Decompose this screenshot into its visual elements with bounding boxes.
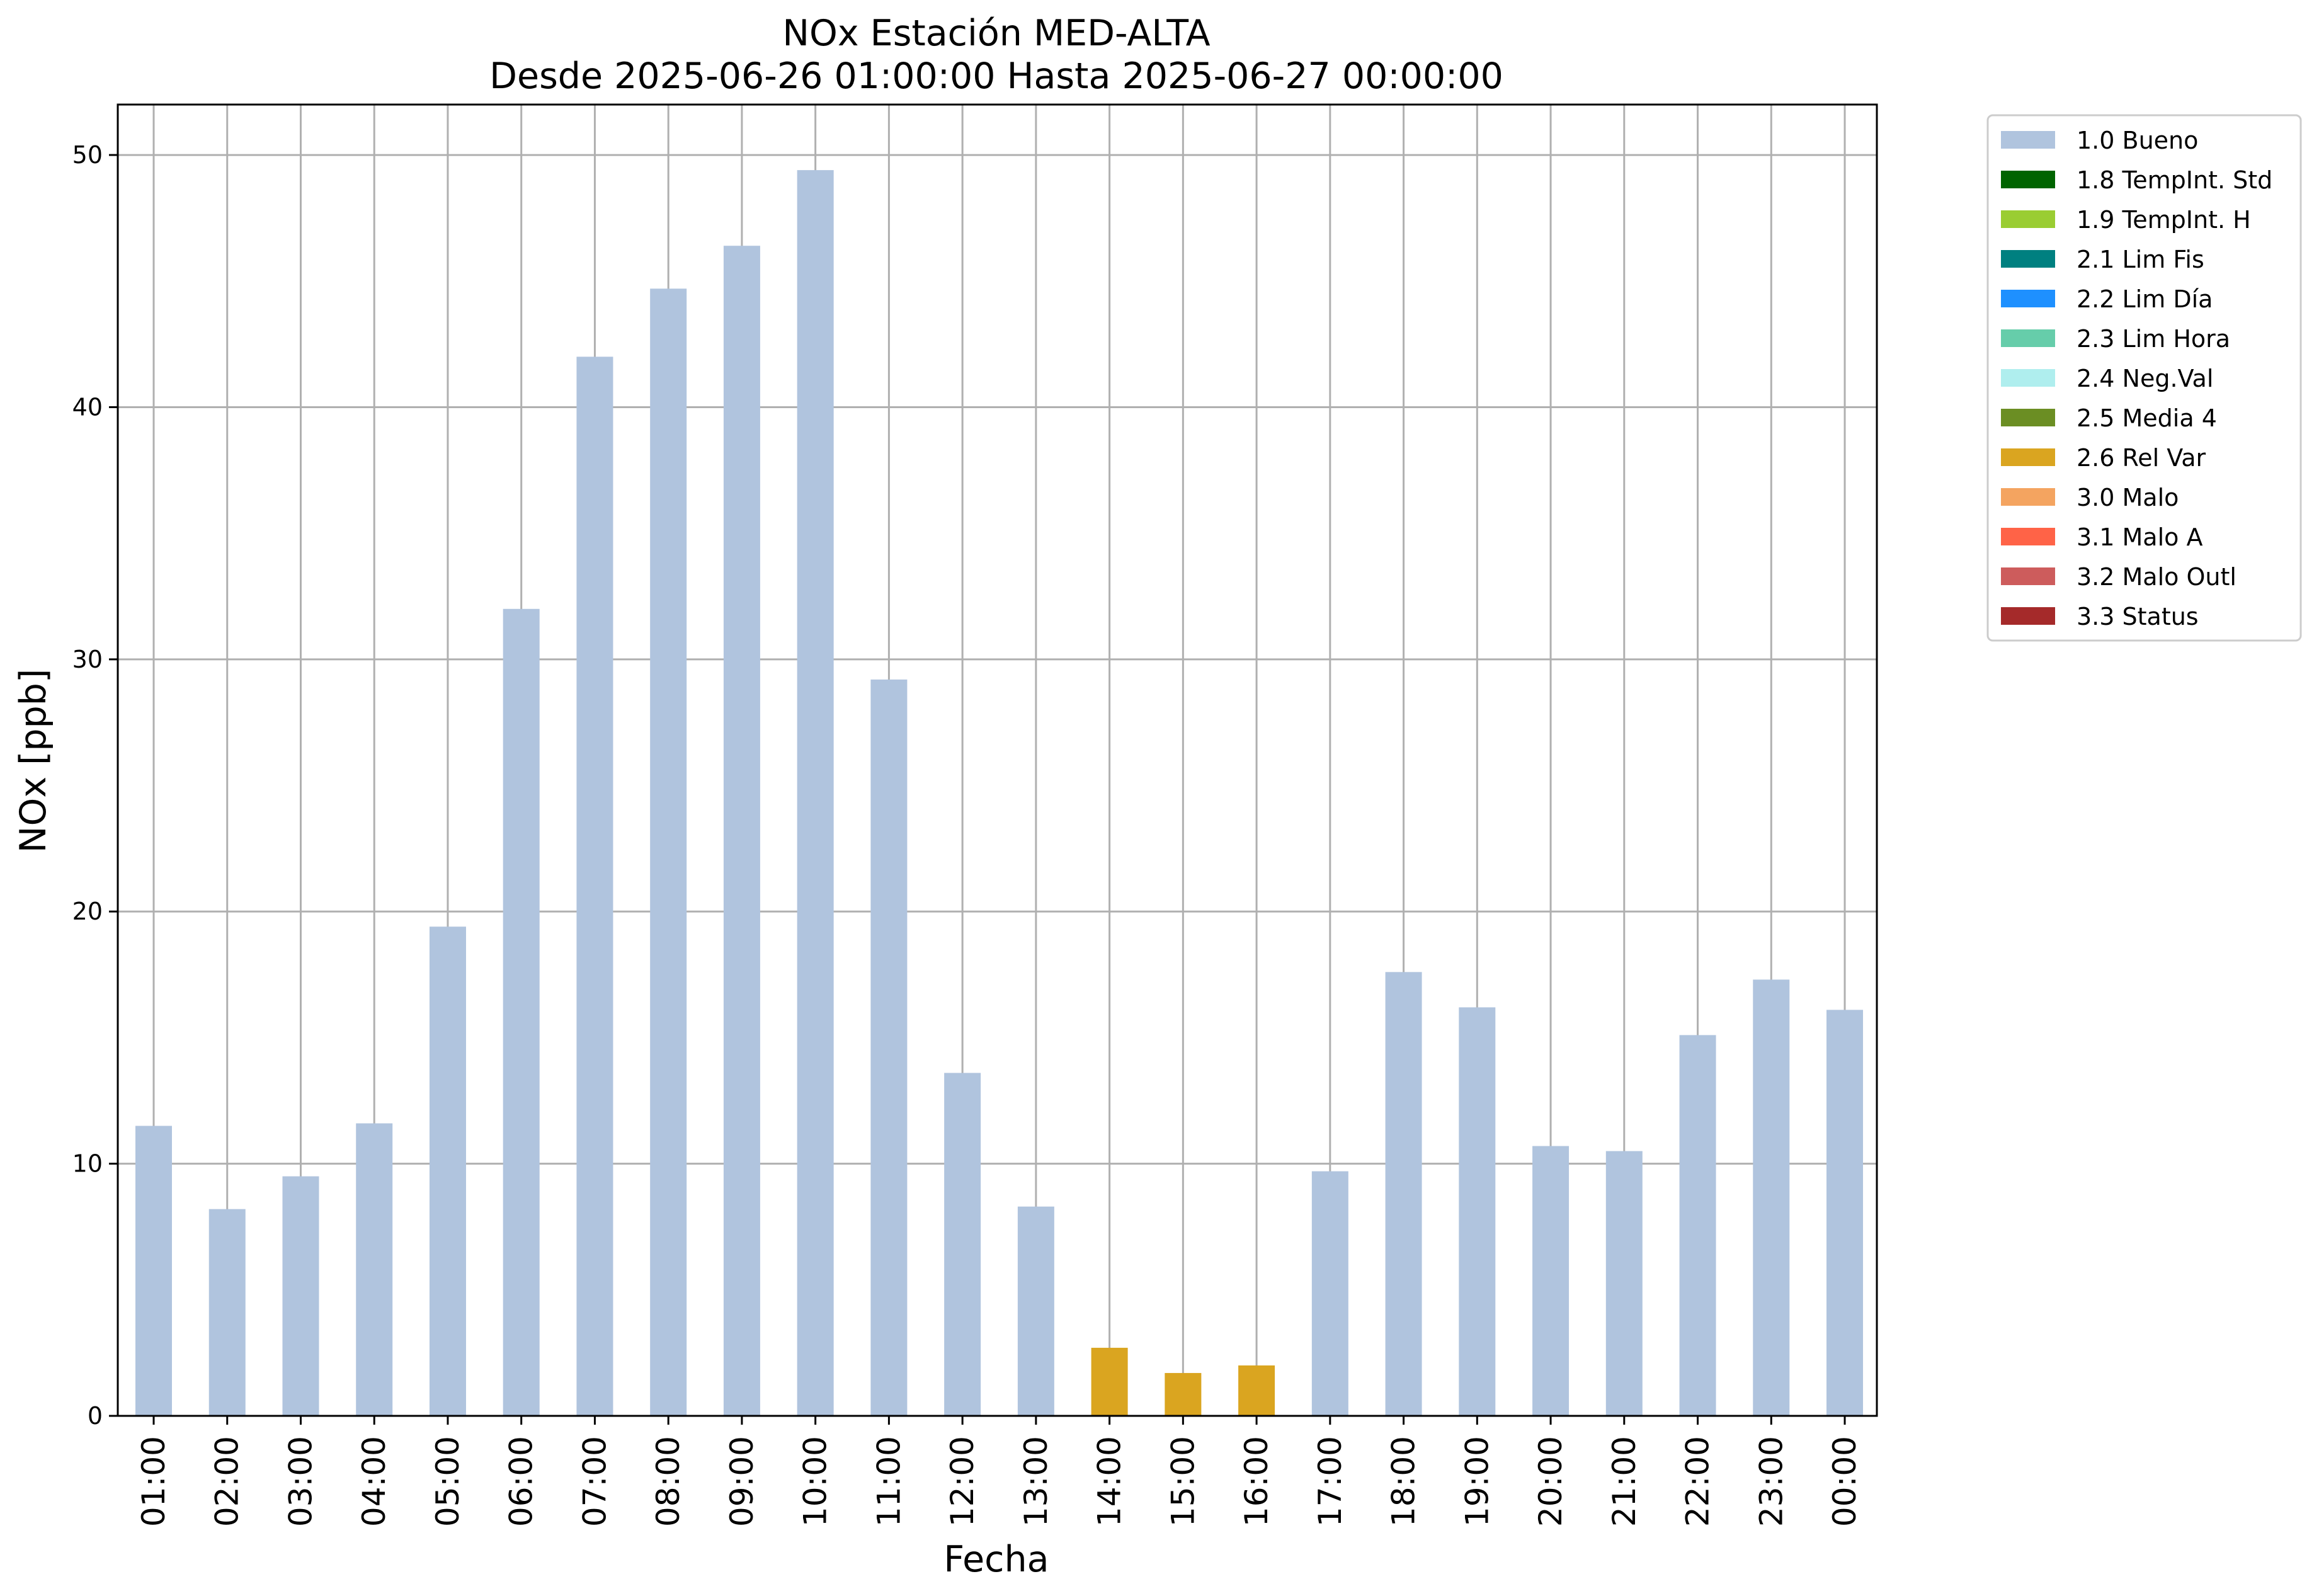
legend-label: 2.4 Neg.Val	[2077, 365, 2213, 392]
bar	[1238, 1365, 1275, 1416]
legend-label: 3.3 Status	[2077, 603, 2199, 630]
x-tick-label: 23:00	[1753, 1436, 1789, 1527]
legend-label: 3.2 Malo Outl	[2077, 563, 2236, 591]
x-tick-label: 02:00	[209, 1436, 246, 1527]
bar	[1605, 1151, 1643, 1416]
x-tick-label: 20:00	[1532, 1436, 1569, 1527]
x-tick-label: 04:00	[356, 1436, 392, 1527]
x-tick-label: 12:00	[944, 1436, 981, 1527]
legend-label: 2.1 Lim Fis	[2077, 246, 2204, 273]
y-tick-label: 30	[72, 646, 103, 673]
x-tick-label: 18:00	[1386, 1436, 1422, 1527]
bar	[870, 679, 908, 1416]
y-tick-label: 20	[72, 898, 103, 925]
legend-label: 1.0 Bueno	[2077, 127, 2198, 154]
legend-swatch	[2001, 488, 2055, 506]
legend-label: 2.3 Lim Hora	[2077, 325, 2230, 353]
bar	[723, 246, 760, 1416]
y-axis-label: NOx [ppb]	[13, 669, 54, 853]
x-tick-label: 14:00	[1091, 1436, 1128, 1527]
bar	[429, 926, 466, 1416]
plot-frame	[117, 103, 1878, 1417]
x-tick-label: 06:00	[503, 1436, 540, 1527]
axes	[117, 103, 1878, 1417]
x-tick-label: 10:00	[797, 1436, 834, 1527]
x-tick-label: 09:00	[724, 1436, 760, 1527]
x-tick-label: 05:00	[430, 1436, 466, 1527]
legend-swatch	[2001, 250, 2055, 268]
x-axis-label: Fecha	[943, 1539, 1049, 1580]
x-tick-label: 03:00	[282, 1436, 319, 1527]
legend-label: 2.6 Rel Var	[2077, 444, 2206, 472]
bar	[1532, 1146, 1570, 1416]
legend-swatch	[2001, 448, 2055, 466]
x-tick-label: 08:00	[650, 1436, 687, 1527]
x-tick-label: 01:00	[135, 1436, 172, 1527]
legend-label: 2.2 Lim Día	[2077, 285, 2213, 313]
legend-label: 3.0 Malo	[2077, 484, 2179, 511]
bar	[503, 608, 540, 1416]
bar	[1826, 1010, 1864, 1416]
x-axis-ticks: 01:00 02:00 03:00 04:00 05:00 06:00 07:00 08:00…	[135, 1416, 1863, 1527]
x-tick-label: 13:00	[1018, 1436, 1054, 1527]
bar	[1385, 972, 1422, 1416]
bar	[1165, 1372, 1202, 1416]
y-tick-label: 40	[72, 393, 103, 421]
bar	[135, 1126, 172, 1416]
legend-swatch	[2001, 409, 2055, 426]
legend-swatch	[2001, 131, 2055, 149]
legend-swatch	[2001, 607, 2055, 625]
legend-label: 2.5 Media 4	[2077, 404, 2217, 432]
chart-title: NOx Estación MED-ALTA	[782, 13, 1210, 54]
x-tick-label: 16:00	[1238, 1436, 1275, 1527]
bar	[1679, 1035, 1716, 1416]
bar	[1753, 979, 1790, 1416]
y-tick-label: 50	[72, 141, 103, 169]
y-tick-label: 10	[72, 1150, 103, 1178]
bar	[1017, 1206, 1054, 1416]
bar	[1311, 1171, 1348, 1416]
bar	[356, 1123, 393, 1416]
y-axis-ticks: 0 10 20 30 40 50	[72, 141, 118, 1430]
legend-swatch	[2001, 369, 2055, 387]
x-tick-label: 22:00	[1680, 1436, 1716, 1527]
x-tick-label: 11:00	[870, 1436, 907, 1527]
x-tick-label: 07:00	[576, 1436, 613, 1527]
bar	[208, 1209, 246, 1416]
chart-subtitle: Desde 2025-06-26 01:00:00 Hasta 2025-06-…	[489, 55, 1503, 97]
x-tick-label: 21:00	[1606, 1436, 1643, 1527]
bar	[944, 1073, 981, 1416]
legend-label: 1.9 TempInt. H	[2077, 206, 2251, 234]
legend-swatch	[2001, 210, 2055, 228]
legend-swatch	[2001, 329, 2055, 347]
legend-frame	[1986, 114, 2302, 642]
legend-swatch	[2001, 290, 2055, 307]
bar	[1091, 1347, 1128, 1416]
x-tick-label: 19:00	[1459, 1436, 1495, 1527]
bar	[650, 288, 687, 1416]
bar-series	[135, 170, 1864, 1416]
legend-swatch	[2001, 171, 2055, 188]
x-tick-label: 15:00	[1165, 1436, 1201, 1527]
legend-swatch	[2001, 528, 2055, 545]
bar	[282, 1176, 319, 1416]
legend-swatch	[2001, 567, 2055, 585]
legend: 1.0 Bueno 1.8 TempInt. Std 1.9 TempInt. H 2…	[1986, 114, 2302, 642]
x-tick-label: 00:00	[1826, 1436, 1863, 1527]
y-tick-label: 0	[88, 1402, 103, 1430]
bar	[576, 356, 613, 1416]
x-tick-label: 17:00	[1312, 1436, 1348, 1527]
bar	[797, 170, 834, 1416]
legend-label: 1.8 TempInt. Std	[2077, 166, 2272, 194]
bar	[1459, 1007, 1496, 1416]
legend-label: 3.1 Malo A	[2077, 523, 2202, 551]
